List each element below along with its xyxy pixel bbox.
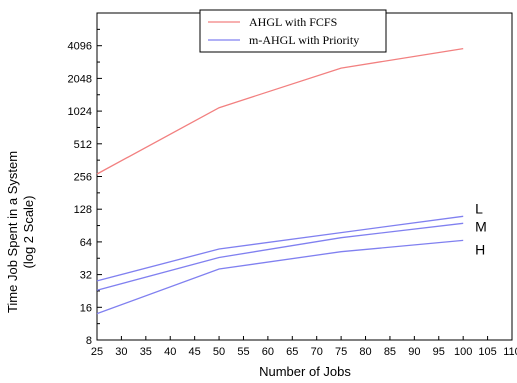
x-tick-label: 60 (262, 346, 274, 358)
x-tick-label: 95 (433, 346, 445, 358)
x-tick-label: 35 (140, 346, 152, 358)
y-axis-label: Time Job Spent in a System (5, 151, 20, 313)
series-label-L: L (475, 200, 483, 216)
series-line-M (96, 222, 464, 291)
y-axis-sublabel: (log 2 Scale) (21, 196, 36, 269)
y-tick-label: 64 (80, 237, 92, 249)
series-layer: LMH (96, 47, 487, 315)
x-tick-label: 110 (503, 346, 517, 358)
x-tick-label: 80 (359, 346, 371, 358)
y-tick-label: 2048 (68, 73, 92, 85)
x-tick-label: 45 (189, 346, 201, 358)
legend-box (199, 9, 387, 53)
series-line-H (96, 239, 464, 315)
legend-label: m-AHGL with Priority (249, 33, 359, 47)
x-tick-label: 105 (478, 346, 496, 358)
axes: 25 30 35 40 45 50 55 60 65 70 75 80 85 90 95 100 105 110 8… (68, 12, 517, 358)
series-label-M: M (475, 218, 487, 234)
x-axis-label: Number of Jobs (259, 364, 351, 379)
legend: AHGL with FCFS m-AHGL with Priority (199, 9, 387, 53)
series-line-1 (96, 47, 464, 175)
x-tick-label: 50 (213, 346, 225, 358)
y-tick-label: 8 (86, 335, 92, 347)
y-tick-label: 4096 (68, 41, 92, 53)
x-tick-label: 55 (237, 346, 249, 358)
x-tick-label: 85 (384, 346, 396, 358)
y-tick-label: 16 (80, 302, 92, 314)
x-tick-label: 75 (335, 346, 347, 358)
x-tick-label: 30 (115, 346, 127, 358)
series-line-L (96, 215, 464, 282)
y-tick-label: 256 (74, 172, 92, 184)
x-tick-label: 40 (164, 346, 176, 358)
y-tick-label: 32 (80, 270, 92, 282)
legend-label: AHGL with FCFS (249, 15, 337, 29)
x-tick-label: 100 (454, 346, 472, 358)
x-tick-label: 70 (311, 346, 323, 358)
series-label-H: H (475, 241, 485, 257)
x-tick-label: 65 (286, 346, 298, 358)
y-tick-label: 512 (74, 139, 92, 151)
y-tick-label: 1024 (68, 106, 92, 118)
x-tick-label: 90 (408, 346, 420, 358)
y-tick-label: 128 (74, 204, 92, 216)
x-tick-label: 25 (91, 346, 103, 358)
